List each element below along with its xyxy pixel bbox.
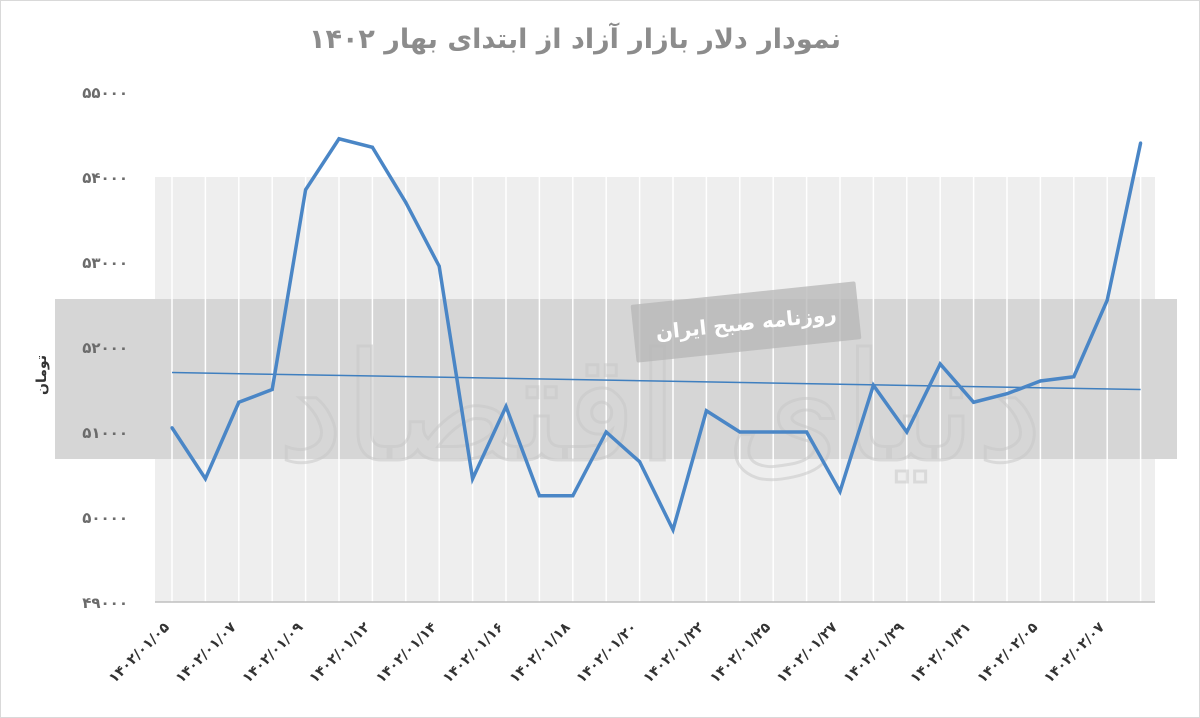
data-point bbox=[537, 494, 542, 498]
data-point bbox=[237, 400, 241, 404]
y-tick-label: ۵۲۰۰۰ bbox=[82, 339, 128, 357]
watermark-label-box bbox=[630, 281, 862, 363]
data-point bbox=[571, 494, 575, 498]
data-point bbox=[838, 489, 842, 494]
data-point bbox=[972, 400, 976, 404]
data-point bbox=[471, 477, 475, 481]
series-line bbox=[170, 136, 1143, 535]
data-point bbox=[203, 477, 207, 481]
trendline-layer bbox=[171, 371, 1141, 391]
y-tick-label: ۵۱۰۰۰ bbox=[82, 424, 128, 442]
y-tick-label: ۵۳۰۰۰ bbox=[82, 254, 128, 272]
data-point bbox=[771, 430, 775, 434]
data-point bbox=[704, 409, 709, 413]
data-point bbox=[604, 430, 608, 434]
y-tick-label: ۵۵۰۰۰ bbox=[82, 84, 128, 102]
chart-title: نمودار دلار بازار آزاد از ابتدای بهار ۱۴… bbox=[309, 22, 841, 55]
y-tick-label: ۵۰۰۰۰ bbox=[82, 509, 128, 527]
y-tick-label: ۵۴۰۰۰ bbox=[82, 169, 128, 187]
y-tick-label: ۴۹۰۰۰ bbox=[82, 594, 128, 612]
series-layer bbox=[170, 136, 1143, 535]
y-axis-label: تومان bbox=[34, 355, 50, 395]
data-point bbox=[370, 145, 374, 149]
data-point bbox=[871, 383, 876, 387]
data-point bbox=[170, 426, 174, 430]
data-point bbox=[1038, 379, 1042, 383]
data-point bbox=[1005, 392, 1009, 396]
data-point bbox=[738, 430, 742, 434]
data-point bbox=[504, 404, 508, 409]
data-point bbox=[1072, 375, 1076, 379]
data-point bbox=[671, 528, 675, 532]
data-point bbox=[638, 460, 642, 464]
data-point bbox=[805, 430, 809, 434]
data-point bbox=[1105, 298, 1109, 302]
data-point bbox=[270, 387, 274, 392]
plot-area bbox=[55, 177, 1177, 602]
data-point bbox=[938, 362, 942, 366]
data-point bbox=[1139, 141, 1143, 145]
data-point bbox=[304, 188, 308, 192]
data-point bbox=[437, 264, 441, 268]
y-axis: ۴۹۰۰۰ ۵۰۰۰۰ ۵۱۰۰۰ ۵۲۰۰۰ ۵۳۰۰۰ ۵۴۰۰۰ ۵۵۰۰۰ bbox=[82, 84, 128, 612]
data-point bbox=[404, 200, 408, 205]
data-point bbox=[905, 430, 909, 434]
trendline bbox=[171, 371, 1141, 391]
highlight-band bbox=[55, 299, 1177, 459]
data-point bbox=[337, 137, 341, 141]
